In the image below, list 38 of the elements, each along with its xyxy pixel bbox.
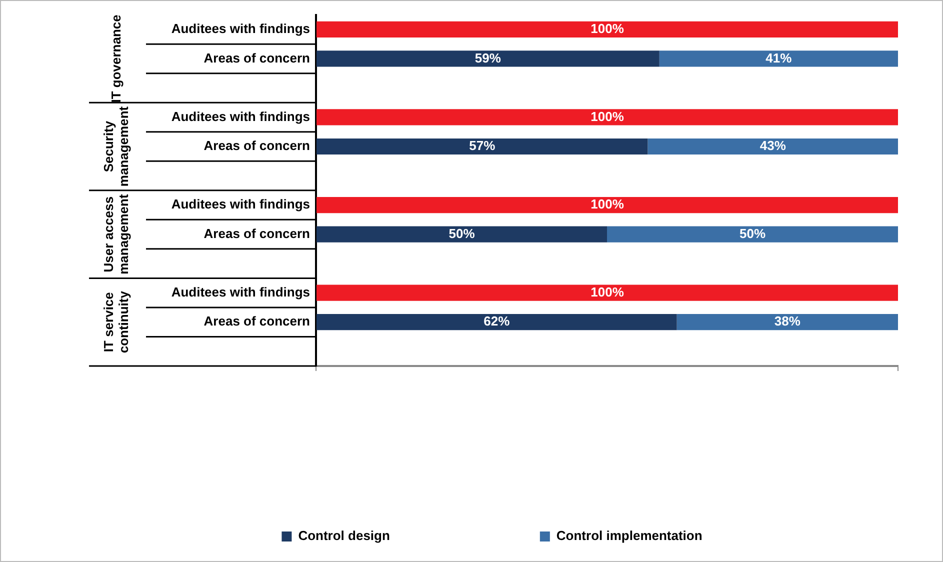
data-label: 100%	[590, 196, 624, 212]
data-label: 38%	[774, 314, 801, 329]
data-label: 50%	[739, 226, 766, 241]
bar	[659, 50, 898, 67]
data-label: 100%	[590, 108, 624, 124]
bar	[316, 226, 607, 242]
y-tick-label: Areas of concern	[204, 226, 310, 241]
bar	[316, 284, 898, 301]
data-label: 62%	[484, 314, 510, 329]
data-label: 41%	[766, 50, 792, 66]
text: IT governance	[108, 14, 124, 103]
y-tick-label: Auditees with findings	[171, 21, 310, 36]
bar	[316, 314, 677, 330]
text: IT service continuity	[101, 290, 132, 354]
y-tick-label: Auditees with findings	[171, 196, 310, 212]
bar	[316, 109, 898, 126]
text: Security management	[101, 106, 132, 187]
bar	[316, 138, 648, 155]
bar	[648, 138, 898, 155]
data-label: 100%	[590, 284, 624, 300]
data-label: 100%	[590, 21, 624, 36]
text: User access management	[101, 194, 132, 274]
bar	[316, 21, 898, 38]
y-tick-label: Auditees with findings	[171, 108, 310, 124]
bar	[316, 196, 898, 214]
y-tick-label: Auditees with findings	[171, 284, 310, 300]
bar	[676, 314, 898, 330]
bar	[607, 226, 898, 242]
y-tick-label: Areas of concern	[204, 314, 310, 329]
y-tick-label: Areas of concern	[204, 50, 310, 66]
y-tick-label: Areas of concern	[204, 138, 310, 154]
data-label: 59%	[474, 50, 502, 66]
data-label: 57%	[469, 138, 496, 154]
legend-label: Control implementation	[556, 528, 702, 544]
data-label: 50%	[448, 226, 476, 241]
data-label: 43%	[760, 138, 786, 154]
legend-label: Control design	[298, 528, 390, 544]
bar	[316, 50, 660, 67]
